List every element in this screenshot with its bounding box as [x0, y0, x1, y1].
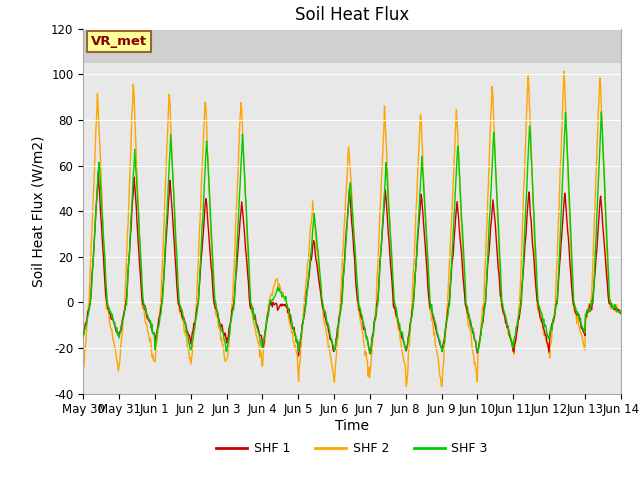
Y-axis label: Soil Heat Flux (W/m2): Soil Heat Flux (W/m2) — [31, 135, 45, 287]
Text: VR_met: VR_met — [92, 35, 147, 48]
Legend: SHF 1, SHF 2, SHF 3: SHF 1, SHF 2, SHF 3 — [211, 437, 493, 460]
X-axis label: Time: Time — [335, 419, 369, 433]
Title: Soil Heat Flux: Soil Heat Flux — [295, 6, 409, 24]
Bar — [83, 29, 621, 63]
